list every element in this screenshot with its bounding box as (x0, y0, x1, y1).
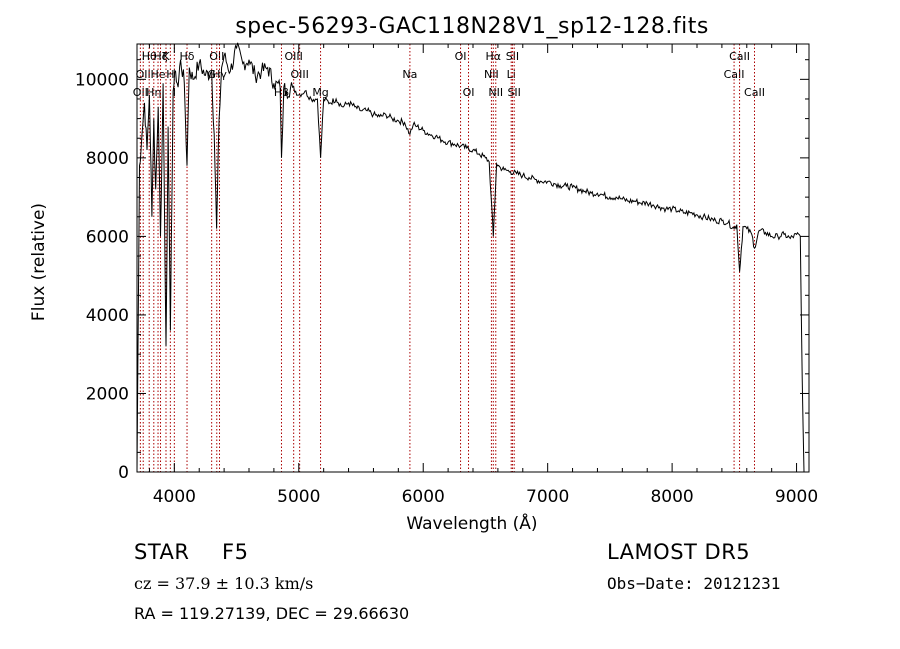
y-tick-label: 8000 (86, 149, 129, 169)
x-tick-label: 4000 (153, 487, 196, 507)
x-tick-label: 7000 (526, 487, 569, 507)
line-marker-label: OI (463, 86, 475, 99)
line-marker-label: Li (507, 68, 516, 81)
line-marker-label: Hζ (153, 50, 167, 63)
line-marker-label: Na (402, 68, 417, 81)
emission-line-markers: OIIOIIHθHηHeHζKHIHδGOIIHγHβOIIIOIIIMgNaO… (133, 44, 765, 472)
line-marker-label: OIII (284, 50, 302, 63)
plot-frame (136, 43, 810, 473)
chart-title: spec-56293-GAC118N28V1_sp12-128.fits (235, 14, 709, 39)
x-tick-label: 8000 (650, 487, 693, 507)
line-marker-label: Hδ (180, 50, 195, 63)
y-axis: 0 2000 4000 6000 8000 10000 (75, 59, 809, 483)
line-marker-label: Hα (486, 50, 502, 63)
line-marker-label: SII (507, 86, 520, 99)
line-marker-label: SII (506, 50, 519, 63)
line-marker-label: I (173, 86, 176, 99)
line-marker-label: CaII (724, 68, 745, 81)
survey-name: LAMOST DR5 (607, 540, 751, 564)
line-marker-label: CaII (729, 50, 750, 63)
object-class: STAR (134, 540, 190, 564)
line-marker-label: Hη (146, 86, 161, 99)
line-marker-label: He (151, 68, 166, 81)
spectrum-line (136, 42, 805, 473)
y-tick-label: 2000 (86, 384, 129, 404)
y-tick-label: 10000 (75, 70, 129, 90)
line-marker-label: NII (488, 86, 503, 99)
observation-date: Obs−Date: 20121231 (607, 574, 781, 593)
line-marker-label: OII (136, 68, 151, 81)
y-tick-label: 4000 (86, 306, 129, 326)
x-axis-label: Wavelength (Å) (406, 512, 537, 534)
redshift-readout: cz = 37.9 ± 10.3 km/s (134, 574, 314, 593)
x-tick-label: 5000 (277, 487, 320, 507)
coordinates: RA = 119.27139, DEC = 29.66630 (134, 604, 410, 623)
object-subclass: F5 (222, 540, 249, 564)
line-marker-label: CaII (744, 86, 765, 99)
x-axis: 4000 5000 6000 7000 8000 9000 (148, 44, 818, 507)
line-marker-label: Mg (312, 86, 328, 99)
line-marker-label: OIII (290, 68, 308, 81)
line-marker-label: OII (209, 50, 224, 63)
y-tick-label: 0 (118, 463, 129, 483)
line-marker-label: Hγ (212, 68, 227, 81)
line-marker-label: H (166, 68, 174, 81)
line-marker-label: Hθ (142, 50, 157, 63)
y-tick-label: 6000 (86, 227, 129, 247)
y-axis-label: Flux (relative) (29, 203, 49, 321)
line-marker-label: K (162, 50, 170, 63)
x-tick-label: 6000 (402, 487, 445, 507)
line-marker-label: NII (484, 68, 499, 81)
x-tick-label: 9000 (775, 487, 818, 507)
line-marker-label: OI (455, 50, 467, 63)
